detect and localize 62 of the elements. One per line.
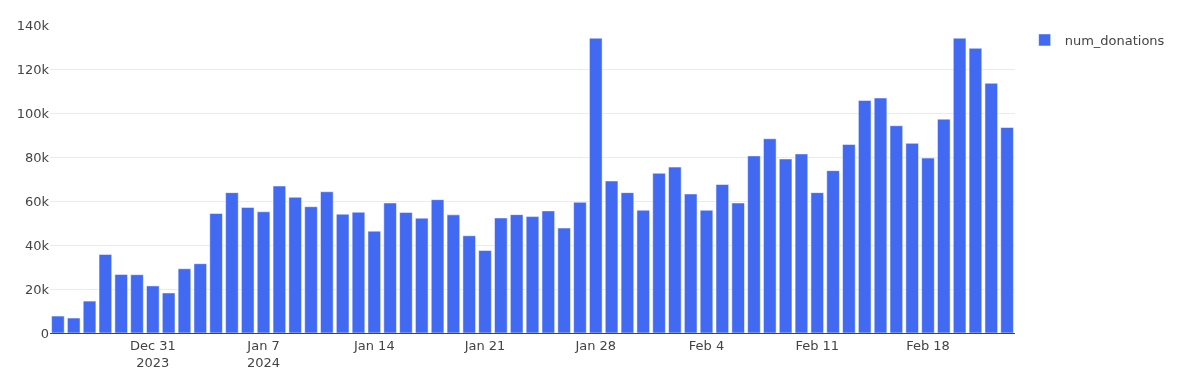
x-tick-label: Feb 11 <box>795 337 840 353</box>
bar <box>699 209 714 333</box>
bar <box>652 173 666 333</box>
bar <box>494 217 508 333</box>
bar <box>130 274 144 333</box>
bar <box>937 118 951 333</box>
bar <box>367 230 381 333</box>
bar <box>842 144 856 333</box>
bar <box>541 210 555 333</box>
bar <box>415 217 429 333</box>
bar <box>905 143 919 333</box>
bar <box>763 138 777 333</box>
bar <box>525 216 540 333</box>
bar <box>351 211 366 333</box>
bar <box>684 193 698 333</box>
bar <box>193 263 207 333</box>
y-tick-label: 80k <box>24 149 50 165</box>
x-tick-label: Feb 18 <box>906 337 950 353</box>
bar <box>241 207 255 333</box>
y-tick-label: 120k <box>16 61 50 77</box>
bar <box>51 315 65 333</box>
bar <box>146 285 160 333</box>
bar <box>1000 127 1014 333</box>
bar <box>984 83 998 333</box>
bar <box>573 202 587 333</box>
bar <box>921 157 935 333</box>
bar <box>715 184 729 333</box>
x-tick-label: Jan 7 2024 <box>246 337 281 370</box>
x-tick-label: Dec 31 2023 <box>129 337 176 370</box>
x-tick-label: Feb 4 <box>688 337 725 353</box>
y-tick-label: 0 <box>40 325 49 341</box>
x-tick-label: Jan 21 <box>463 337 506 353</box>
x-tick-label: Jan 28 <box>574 337 617 353</box>
y-tick-label: 140k <box>16 17 50 33</box>
bar <box>589 37 603 333</box>
y-tick-label: 20k <box>24 281 50 297</box>
y-tick-label: 60k <box>24 193 50 209</box>
bar <box>478 250 492 333</box>
bar <box>826 170 840 333</box>
bar <box>510 214 524 333</box>
bar <box>304 206 318 333</box>
bar <box>114 274 128 333</box>
bar <box>731 202 745 333</box>
bar <box>747 155 761 333</box>
bar <box>858 100 872 333</box>
bar <box>288 197 302 333</box>
bar <box>383 202 397 333</box>
bar <box>462 235 476 333</box>
bar <box>636 209 650 333</box>
bar <box>225 192 239 333</box>
bar <box>336 213 350 333</box>
bar <box>320 191 334 333</box>
bar <box>67 317 81 333</box>
y-tick-label: 40k <box>24 237 50 253</box>
bar <box>399 212 413 333</box>
bar <box>668 166 682 333</box>
x-tick-label: Jan 14 <box>352 337 395 353</box>
y-tick-label: 100k <box>16 105 50 121</box>
bar <box>209 213 223 333</box>
bar <box>557 227 571 333</box>
bar <box>810 192 824 333</box>
legend-label: num_donations <box>1064 33 1165 49</box>
